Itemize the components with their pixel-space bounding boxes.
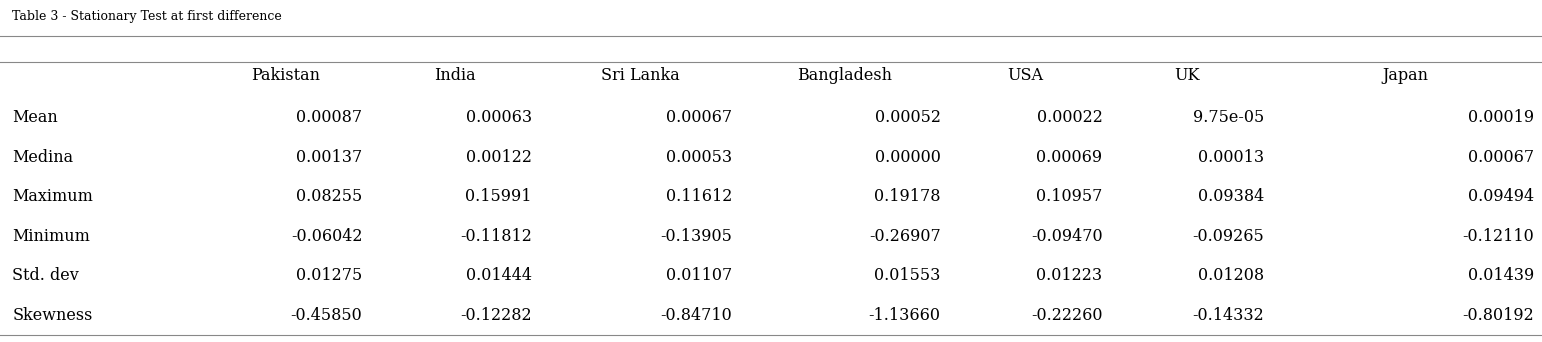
Text: 0.00063: 0.00063 — [466, 109, 532, 127]
Text: Medina: Medina — [12, 149, 74, 166]
Text: 0.01223: 0.01223 — [1036, 267, 1103, 285]
Text: India: India — [435, 67, 475, 84]
Text: 0.09384: 0.09384 — [1198, 188, 1264, 206]
Text: -1.13660: -1.13660 — [868, 307, 941, 324]
Text: -0.09265: -0.09265 — [1192, 228, 1264, 245]
Text: -0.12282: -0.12282 — [461, 307, 532, 324]
Text: 0.19178: 0.19178 — [874, 188, 941, 206]
Text: 0.00087: 0.00087 — [296, 109, 362, 127]
Text: Sri Lanka: Sri Lanka — [600, 67, 680, 84]
Text: 0.00122: 0.00122 — [466, 149, 532, 166]
Text: -0.12110: -0.12110 — [1462, 228, 1534, 245]
Text: 0.11612: 0.11612 — [666, 188, 732, 206]
Text: Table 3 - Stationary Test at first difference: Table 3 - Stationary Test at first diffe… — [12, 10, 282, 23]
Text: 0.01208: 0.01208 — [1198, 267, 1264, 285]
Text: 0.00052: 0.00052 — [874, 109, 941, 127]
Text: Japan: Japan — [1383, 67, 1428, 84]
Text: 0.00053: 0.00053 — [666, 149, 732, 166]
Text: UK: UK — [1175, 67, 1200, 84]
Text: 0.00137: 0.00137 — [296, 149, 362, 166]
Text: -0.06042: -0.06042 — [291, 228, 362, 245]
Text: -0.80192: -0.80192 — [1462, 307, 1534, 324]
Text: 0.01275: 0.01275 — [296, 267, 362, 285]
Text: -0.84710: -0.84710 — [660, 307, 732, 324]
Text: Mean: Mean — [12, 109, 59, 127]
Text: 0.00069: 0.00069 — [1036, 149, 1103, 166]
Text: -0.22260: -0.22260 — [1032, 307, 1103, 324]
Text: -0.45850: -0.45850 — [290, 307, 362, 324]
Text: Pakistan: Pakistan — [251, 67, 319, 84]
Text: 0.01553: 0.01553 — [874, 267, 941, 285]
Text: -0.09470: -0.09470 — [1032, 228, 1103, 245]
Text: 0.00013: 0.00013 — [1198, 149, 1264, 166]
Text: 0.00022: 0.00022 — [1036, 109, 1103, 127]
Text: 0.08255: 0.08255 — [296, 188, 362, 206]
Text: Skewness: Skewness — [12, 307, 93, 324]
Text: 0.00067: 0.00067 — [666, 109, 732, 127]
Text: Bangladesh: Bangladesh — [797, 67, 891, 84]
Text: Minimum: Minimum — [12, 228, 91, 245]
Text: 9.75e-05: 9.75e-05 — [1194, 109, 1264, 127]
Text: 0.01107: 0.01107 — [666, 267, 732, 285]
Text: Std. dev: Std. dev — [12, 267, 79, 285]
Text: Maximum: Maximum — [12, 188, 93, 206]
Text: 0.00067: 0.00067 — [1468, 149, 1534, 166]
Text: 0.01439: 0.01439 — [1468, 267, 1534, 285]
Text: -0.14332: -0.14332 — [1192, 307, 1264, 324]
Text: 0.15991: 0.15991 — [466, 188, 532, 206]
Text: 0.10957: 0.10957 — [1036, 188, 1103, 206]
Text: -0.11812: -0.11812 — [460, 228, 532, 245]
Text: 0.00019: 0.00019 — [1468, 109, 1534, 127]
Text: 0.09494: 0.09494 — [1468, 188, 1534, 206]
Text: 0.01444: 0.01444 — [466, 267, 532, 285]
Text: -0.26907: -0.26907 — [868, 228, 941, 245]
Text: -0.13905: -0.13905 — [660, 228, 732, 245]
Text: 0.00000: 0.00000 — [874, 149, 941, 166]
Text: USA: USA — [1007, 67, 1044, 84]
